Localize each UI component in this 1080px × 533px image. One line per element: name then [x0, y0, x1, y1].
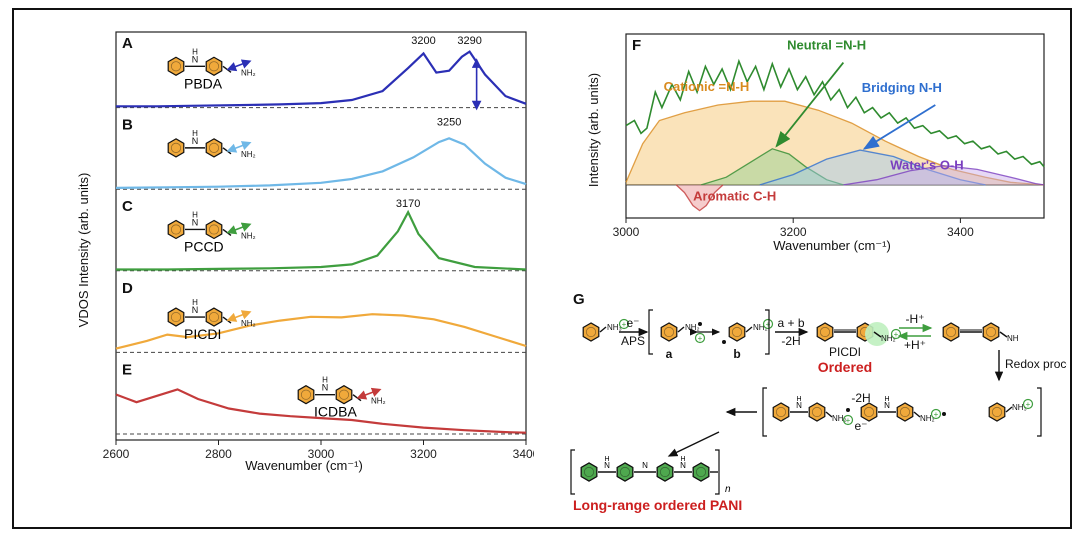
- svg-text:-2H: -2H: [851, 391, 870, 405]
- svg-text:3200: 3200: [780, 225, 807, 239]
- panel-label-F: F: [632, 37, 641, 54]
- band-label: Bridging N-H: [862, 80, 942, 95]
- left-xlabel: Wavenumber (cm⁻¹): [245, 458, 363, 473]
- svg-text:+: +: [698, 334, 703, 343]
- svg-text:3000: 3000: [613, 225, 640, 239]
- panel-label-B: B: [122, 117, 133, 134]
- svg-text:NH₂: NH₂: [920, 414, 935, 423]
- panel-label-A: A: [122, 35, 133, 52]
- band-label: Neutral =N-H: [787, 38, 866, 53]
- svg-text:NH₂: NH₂: [241, 319, 256, 328]
- molecule-B: NHNH₂: [168, 129, 255, 159]
- svg-text:NH₂: NH₂: [241, 68, 256, 77]
- svg-text:PICDI: PICDI: [829, 345, 861, 359]
- molecule-name-D: PICDI: [184, 326, 221, 342]
- svg-text:2600: 2600: [103, 447, 130, 461]
- svg-text:NH₂: NH₂: [241, 150, 256, 159]
- right-spectra-plot: 3000 3200 3400 F Cationic =N-H Neutral =N-H Br…: [584, 28, 1054, 253]
- svg-text:NH: NH: [1007, 334, 1019, 343]
- peak-label: 3200: [411, 35, 435, 47]
- molecule-E: NHNH₂ICDBA: [298, 376, 385, 420]
- svg-text:-H⁺: -H⁺: [906, 312, 925, 326]
- svg-text:+: +: [766, 320, 771, 329]
- svg-text:+: +: [1026, 400, 1031, 409]
- svg-text:n: n: [725, 484, 731, 495]
- molecule-name-E: ICDBA: [314, 404, 357, 420]
- svg-text:H: H: [192, 210, 198, 219]
- molecule-name-C: PCCD: [184, 238, 224, 254]
- svg-text:H: H: [796, 396, 801, 403]
- svg-text:3400: 3400: [947, 225, 974, 239]
- svg-text:3200: 3200: [410, 447, 437, 461]
- svg-text:H: H: [192, 298, 198, 307]
- svg-text:a + b: a + b: [777, 316, 804, 330]
- svg-text:H: H: [192, 129, 198, 138]
- molecule-A: NHNH₂PBDA: [168, 47, 476, 105]
- figure-frame: 26002800300032003400A32003290NHNH₂PBDAB3…: [12, 8, 1072, 529]
- svg-text:NH₂: NH₂: [241, 231, 256, 240]
- band-label: Water's O-H: [890, 157, 963, 172]
- svg-text:b: b: [733, 347, 740, 361]
- svg-text:+: +: [894, 330, 899, 339]
- panel-label-C: C: [122, 198, 133, 215]
- right-ylabel: Intensity (arb. units): [586, 73, 601, 187]
- molecule-C: NHNH₂PCCD: [168, 210, 255, 254]
- panel-label-G: G: [573, 291, 585, 308]
- left-spectra-plot: 26002800300032003400A32003290NHNH₂PBDAB3…: [74, 28, 534, 473]
- svg-text:NH₂: NH₂: [685, 323, 700, 332]
- svg-text:3400: 3400: [513, 447, 534, 461]
- panel-label-E: E: [122, 361, 132, 378]
- svg-text:+: +: [846, 416, 851, 425]
- svg-text:APS: APS: [621, 334, 645, 348]
- peak-label: 3290: [457, 35, 481, 47]
- svg-text:-2H: -2H: [781, 334, 800, 348]
- svg-text:e⁻: e⁻: [854, 419, 867, 433]
- left-ylabel: VDOS Intensity (arb. units): [76, 173, 91, 328]
- svg-text:NH₂: NH₂: [832, 414, 847, 423]
- svg-text:+: +: [934, 410, 939, 419]
- svg-text:NH₂: NH₂: [371, 397, 386, 406]
- right-xlabel: Wavenumber (cm⁻¹): [773, 238, 891, 253]
- peak-label: 3250: [437, 117, 461, 129]
- peak-label: 3170: [396, 198, 420, 210]
- band-label: Aromatic C-H: [693, 188, 776, 203]
- svg-text:H: H: [322, 376, 328, 385]
- svg-text:Redox process: Redox process: [1005, 357, 1067, 371]
- ordered-label: Ordered: [818, 359, 872, 375]
- molecule-name-A: PBDA: [184, 75, 223, 91]
- svg-text:a: a: [666, 347, 673, 361]
- band-label: Cationic =N-H: [664, 79, 750, 94]
- panel-label-D: D: [122, 280, 133, 297]
- svg-text:H: H: [680, 456, 685, 463]
- svg-text:H: H: [604, 456, 609, 463]
- polymer-label: Long-range ordered PANI: [573, 497, 742, 513]
- svg-text:2800: 2800: [205, 447, 232, 461]
- svg-text:e⁻: e⁻: [626, 316, 639, 330]
- svg-text:+H⁺: +H⁺: [904, 338, 926, 352]
- svg-text:H: H: [192, 47, 198, 56]
- svg-text:H: H: [884, 396, 889, 403]
- reaction-scheme: GNH₃+e⁻APSNH₂+aNH₂+ba + b-2HNH₂+PICDIOrd…: [569, 290, 1067, 520]
- svg-text:N: N: [642, 461, 648, 470]
